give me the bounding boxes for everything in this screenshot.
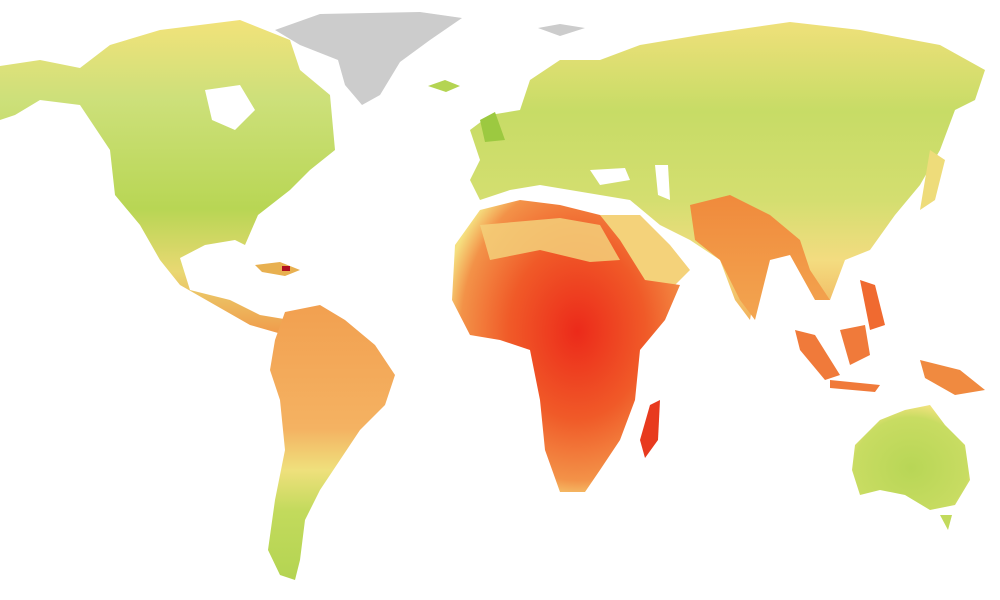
africa [452,200,680,492]
philippines [860,280,885,330]
north-america [0,20,335,335]
eurasia [470,22,985,320]
caspian-sea [655,165,670,200]
australia [852,405,970,510]
svalbard [538,24,585,36]
tasmania [940,515,952,530]
greenland [275,12,462,105]
black-sea [590,168,630,185]
hudson-bay [205,85,255,130]
british-isles [480,112,505,142]
caribbean [255,262,300,276]
iceland [428,80,460,92]
java [830,380,880,392]
japan [920,150,945,210]
new-guinea [920,360,985,395]
madagascar [640,400,660,458]
haiti [282,266,290,271]
sahara [480,218,620,262]
south-america [268,305,395,580]
sumatra [795,330,840,380]
borneo [840,325,870,365]
south-asia [690,195,830,320]
